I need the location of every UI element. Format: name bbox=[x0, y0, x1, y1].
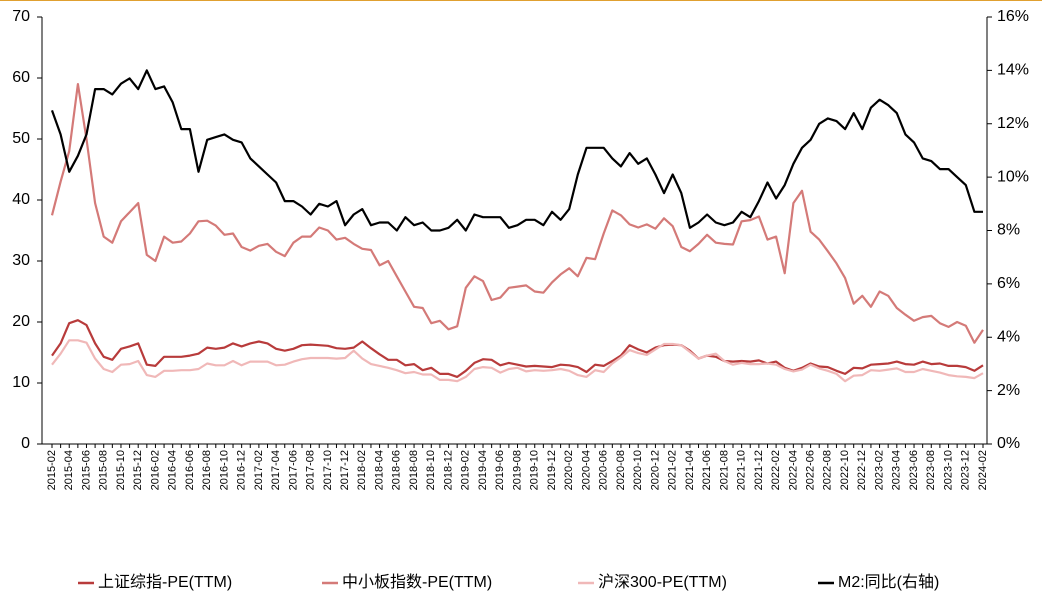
series-line bbox=[50, 69, 983, 232]
series-line bbox=[51, 319, 984, 378]
x-tick-label: 2023-02 bbox=[873, 450, 885, 490]
x-tick-label: 2021-08 bbox=[718, 450, 730, 490]
x-tick-label: 2023-08 bbox=[925, 450, 937, 490]
x-tick-label: 2020-06 bbox=[598, 450, 610, 490]
x-tick-label: 2022-08 bbox=[822, 450, 834, 490]
x-tick-label: 2020-02 bbox=[563, 450, 575, 490]
x-tick-label: 2017-04 bbox=[270, 450, 282, 490]
x-tick-label: 2016-02 bbox=[149, 450, 161, 490]
x-tick-label: 2018-02 bbox=[356, 450, 368, 490]
x-tick-label: 2016-12 bbox=[236, 450, 248, 490]
x-tick-label: 2021-06 bbox=[701, 450, 713, 490]
x-tick-label: 2020-12 bbox=[649, 450, 661, 490]
legend-label: M2:同比(右轴) bbox=[838, 573, 939, 591]
x-tick-label: 2017-06 bbox=[287, 450, 299, 490]
series-line bbox=[50, 83, 984, 344]
y2-tick-label: 4% bbox=[997, 328, 1020, 345]
x-tick-label: 2023-12 bbox=[960, 450, 972, 490]
x-tick-label: 2019-08 bbox=[511, 450, 523, 490]
x-tick-label: 2020-04 bbox=[580, 450, 592, 490]
x-tick-label: 2016-08 bbox=[201, 450, 213, 490]
legend-label: 沪深300-PE(TTM) bbox=[598, 573, 727, 591]
x-tick-label: 2018-08 bbox=[408, 450, 420, 490]
x-tick-label: 2016-06 bbox=[184, 450, 196, 490]
y-tick-label: 40 bbox=[12, 191, 30, 208]
x-tick-label: 2015-06 bbox=[80, 450, 92, 490]
x-tick-label: 2019-04 bbox=[477, 450, 489, 490]
series-line bbox=[51, 339, 984, 383]
x-tick-label: 2017-10 bbox=[322, 450, 334, 490]
y2-tick-label: 6% bbox=[997, 275, 1020, 292]
x-tick-label: 2023-06 bbox=[908, 450, 920, 490]
y2-tick-label: 2% bbox=[997, 382, 1020, 399]
x-tick-label: 2022-02 bbox=[770, 450, 782, 490]
y2-tick-label: 0% bbox=[997, 435, 1020, 452]
y-tick-label: 20 bbox=[12, 313, 30, 330]
y2-tick-label: 14% bbox=[997, 62, 1029, 79]
y-tick-label: 30 bbox=[12, 252, 30, 269]
y-tick-label: 10 bbox=[12, 374, 30, 391]
x-tick-label: 2016-04 bbox=[167, 450, 179, 490]
x-tick-label: 2022-06 bbox=[804, 450, 816, 490]
y-tick-label: 50 bbox=[12, 130, 30, 147]
x-tick-label: 2023-10 bbox=[942, 450, 954, 490]
x-tick-label: 2020-10 bbox=[632, 450, 644, 490]
x-tick-label: 2018-04 bbox=[373, 450, 385, 490]
legend-label: 上证综指-PE(TTM) bbox=[98, 573, 232, 591]
y2-tick-label: 10% bbox=[997, 168, 1029, 185]
x-tick-label: 2015-02 bbox=[46, 450, 58, 490]
y2-tick-label: 12% bbox=[997, 115, 1029, 132]
x-tick-label: 2019-12 bbox=[546, 450, 558, 490]
x-tick-label: 2022-10 bbox=[839, 450, 851, 490]
y-tick-label: 0 bbox=[21, 435, 30, 452]
x-tick-label: 2017-02 bbox=[253, 450, 265, 490]
x-tick-label: 2021-12 bbox=[753, 450, 765, 490]
x-tick-label: 2016-10 bbox=[218, 450, 230, 490]
x-tick-label: 2018-10 bbox=[425, 450, 437, 490]
y-tick-label: 70 bbox=[12, 8, 30, 25]
x-tick-label: 2019-06 bbox=[494, 450, 506, 490]
x-tick-label: 2020-08 bbox=[615, 450, 627, 490]
x-tick-label: 2015-08 bbox=[98, 450, 110, 490]
x-tick-label: 2015-12 bbox=[132, 450, 144, 490]
y-tick-label: 60 bbox=[12, 69, 30, 86]
y2-tick-label: 16% bbox=[997, 8, 1029, 25]
x-tick-label: 2022-12 bbox=[856, 450, 868, 490]
x-tick-label: 2021-10 bbox=[736, 450, 748, 490]
x-tick-label: 2017-08 bbox=[305, 450, 317, 490]
x-tick-label: 2019-02 bbox=[460, 450, 472, 490]
x-tick-label: 2024-02 bbox=[977, 450, 989, 490]
x-tick-label: 2018-06 bbox=[391, 450, 403, 490]
legend-label: 中小板指数-PE(TTM) bbox=[342, 573, 492, 591]
x-tick-label: 2022-04 bbox=[787, 450, 799, 490]
y2-tick-label: 8% bbox=[997, 222, 1020, 239]
x-tick-label: 2019-10 bbox=[529, 450, 541, 490]
x-tick-label: 2015-04 bbox=[63, 450, 75, 490]
x-tick-label: 2015-10 bbox=[115, 450, 127, 490]
x-tick-label: 2018-12 bbox=[442, 450, 454, 490]
x-tick-label: 2017-12 bbox=[339, 450, 351, 490]
x-tick-label: 2021-02 bbox=[667, 450, 679, 490]
x-tick-label: 2023-04 bbox=[891, 450, 903, 490]
x-tick-label: 2021-04 bbox=[684, 450, 696, 490]
